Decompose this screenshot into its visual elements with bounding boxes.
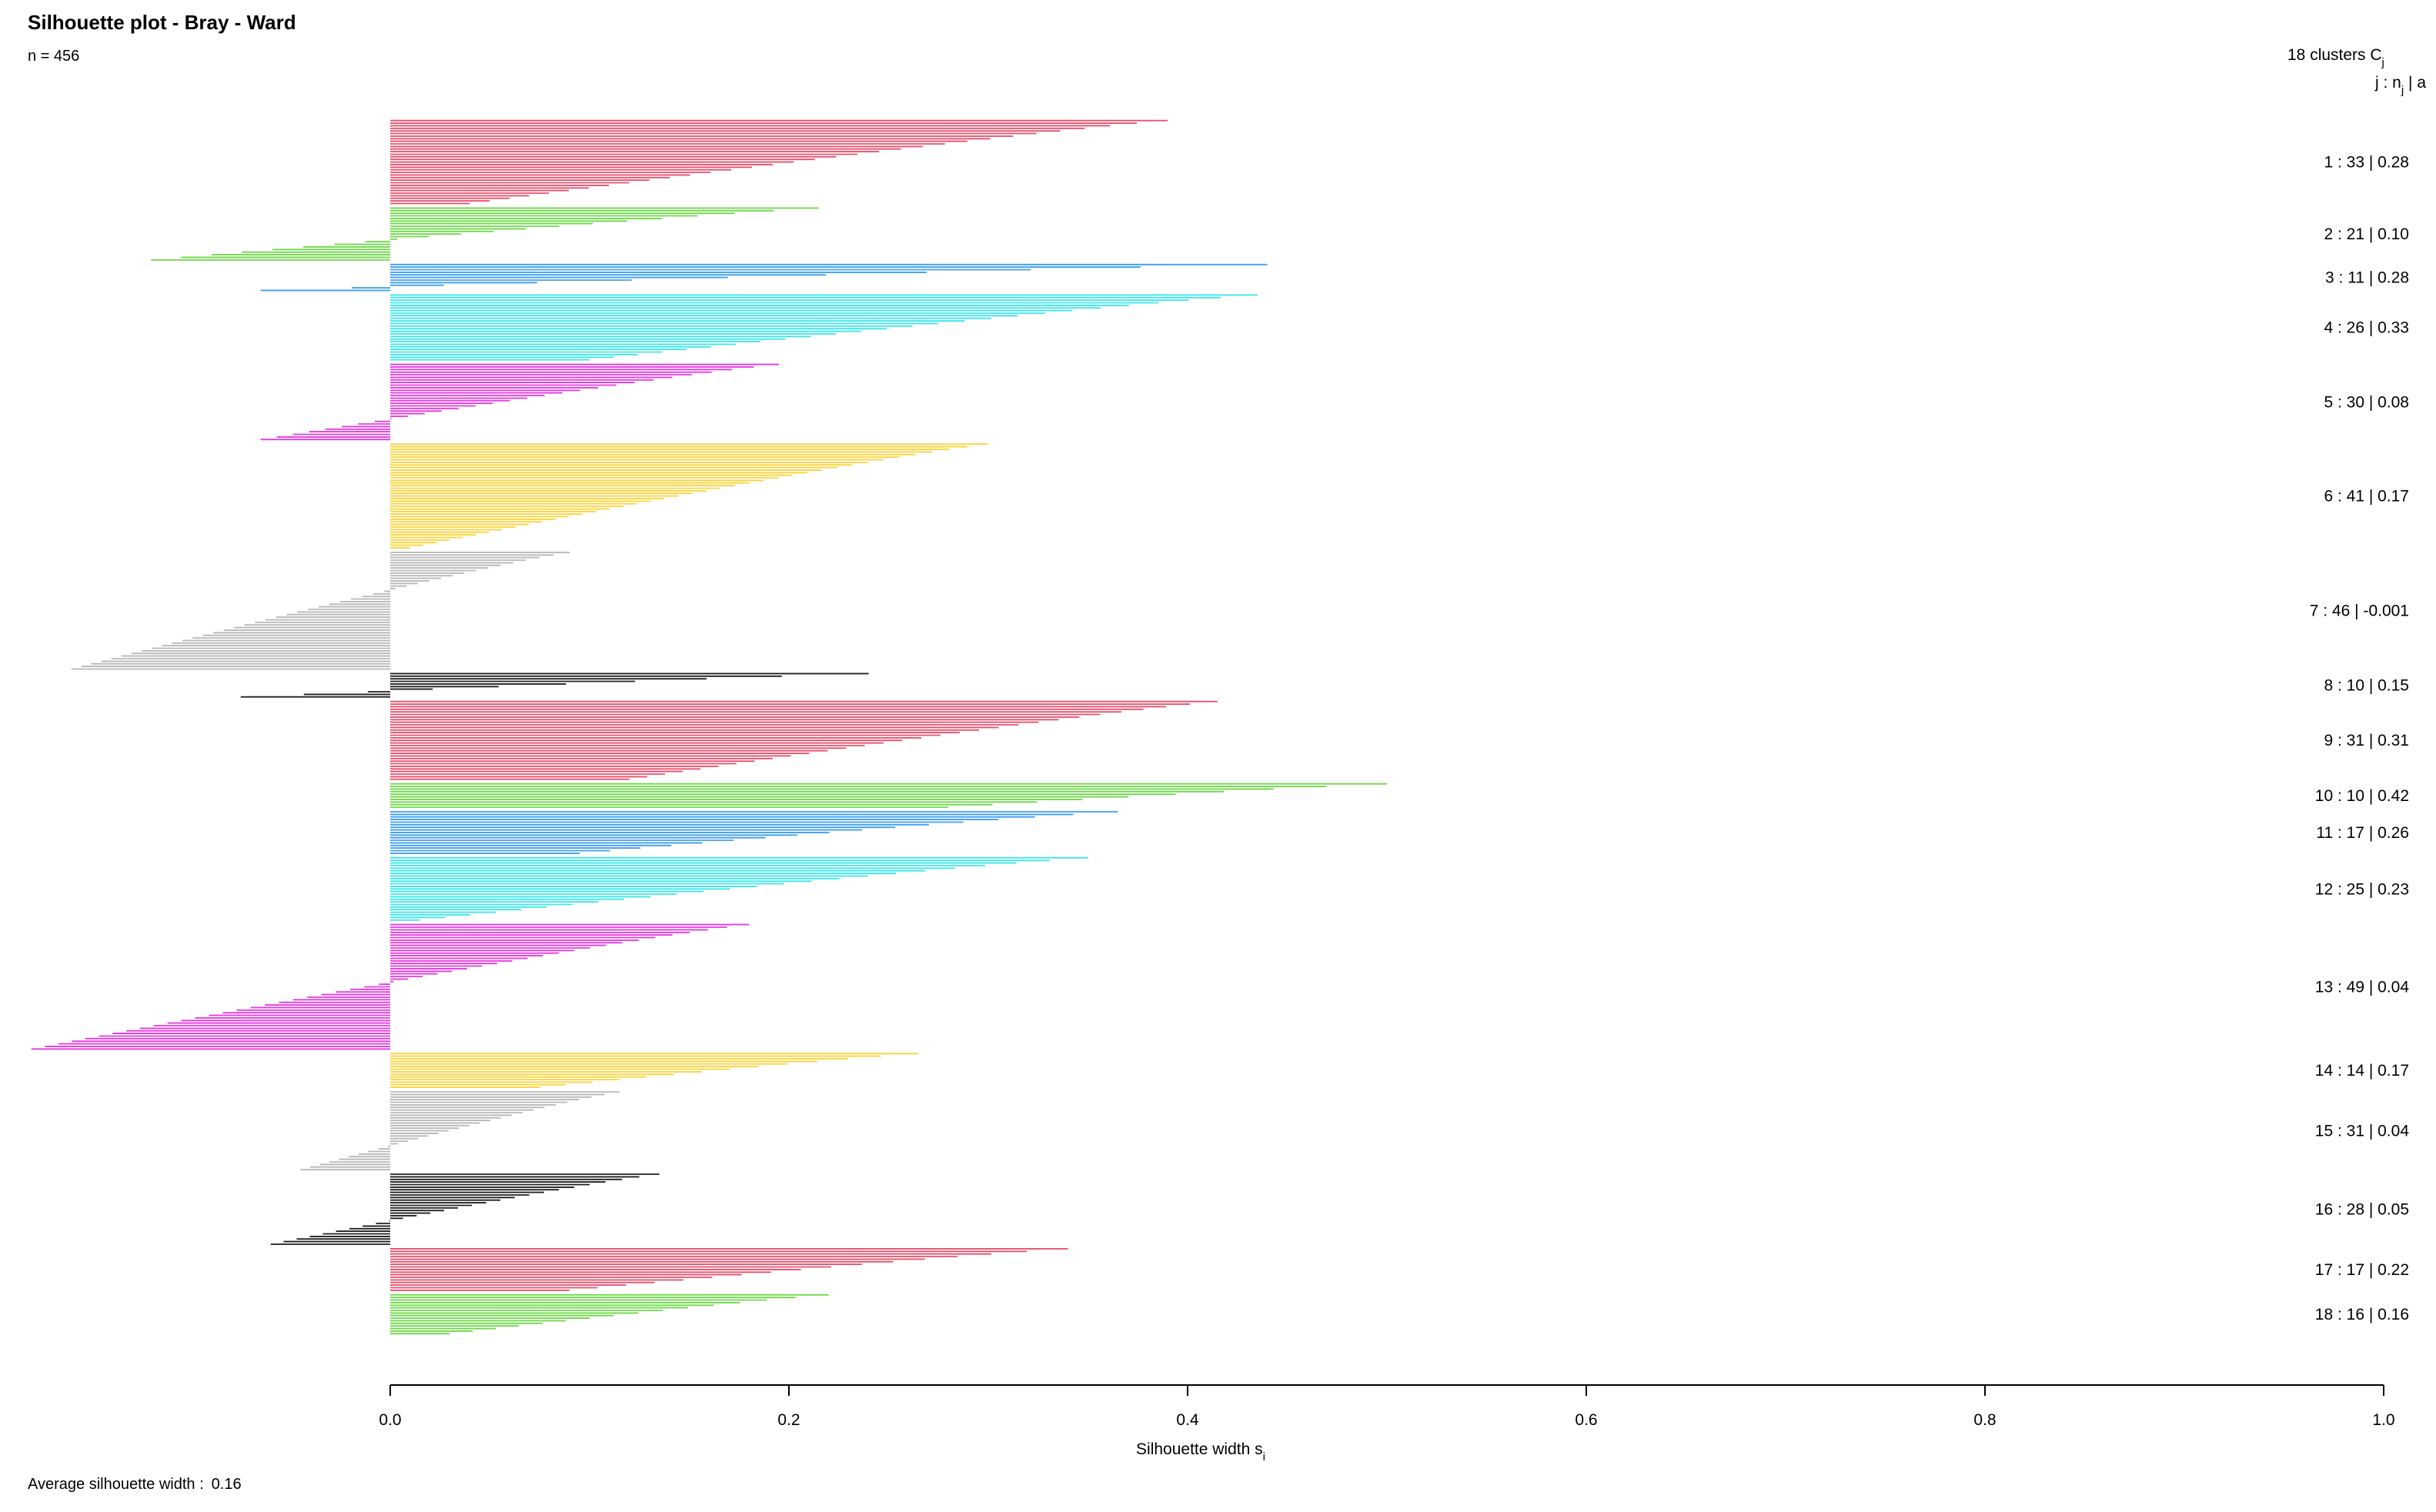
cluster-label-11: 11 : 17 | 0.26 — [2316, 824, 2409, 842]
cluster-label-9: 9 : 31 | 0.31 — [2324, 732, 2409, 749]
cluster-7 — [71, 551, 570, 670]
cluster-10 — [390, 783, 1387, 808]
legend-header-columns: j : nj | a — [2374, 74, 2426, 97]
cluster-label-2: 2 : 21 | 0.10 — [2324, 225, 2409, 243]
cluster-13 — [31, 923, 750, 1050]
cluster-label-16: 16 : 28 | 0.05 — [2315, 1201, 2409, 1219]
cluster-legend: 18 clusters Cj j : nj | a 1 : 33 | 0.28 2… — [2287, 46, 2426, 1323]
cluster-2 — [151, 207, 819, 261]
cluster-17 — [390, 1247, 1068, 1291]
cluster-6 — [390, 443, 988, 549]
cluster-label-1: 1 : 33 | 0.28 — [2324, 154, 2409, 172]
cluster-label-12: 12 : 25 | 0.23 — [2315, 880, 2409, 898]
cluster-16 — [270, 1173, 660, 1245]
cluster-label-18: 18 : 16 | 0.16 — [2315, 1306, 2409, 1323]
cluster-label-6: 6 : 41 | 0.17 — [2324, 488, 2409, 506]
cluster-label-7: 7 : 46 | -0.001 — [2310, 602, 2409, 620]
x-tick-label: 1.0 — [2372, 1411, 2394, 1429]
x-tick-label: 0.0 — [379, 1411, 401, 1429]
x-axis-label: Silhouette width si — [1136, 1440, 1265, 1464]
chart-title: Silhouette plot - Bray - Ward — [28, 11, 296, 34]
cluster-label-14: 14 : 14 | 0.17 — [2315, 1062, 2409, 1080]
cluster-14 — [390, 1053, 919, 1089]
average-label: Average silhouette width : — [28, 1476, 204, 1493]
cluster-4 — [390, 294, 1258, 361]
average-silhouette-width: Average silhouette width : 0.16 — [28, 1476, 249, 1494]
legend-header-clusters: 18 clusters Cj — [2287, 46, 2384, 69]
cluster-label-10: 10 : 10 | 0.42 — [2315, 787, 2409, 805]
cluster-label-3: 3 : 11 | 0.28 — [2325, 269, 2409, 287]
x-tick-label: 0.6 — [1575, 1411, 1597, 1429]
cluster-11 — [390, 811, 1118, 854]
cluster-8 — [240, 673, 869, 698]
cluster-3 — [260, 263, 1268, 292]
sample-size-label: n = 456 — [28, 48, 80, 65]
cluster-12 — [390, 856, 1088, 921]
x-tick-label: 0.2 — [777, 1411, 800, 1429]
average-value: 0.16 — [211, 1476, 242, 1493]
cluster-label-8: 8 : 10 | 0.15 — [2324, 677, 2409, 695]
cluster-5 — [260, 363, 779, 441]
cluster-label-17: 17 : 17 | 0.22 — [2315, 1261, 2409, 1279]
cluster-label-4: 4 : 26 | 0.33 — [2324, 319, 2409, 337]
cluster-18 — [390, 1293, 829, 1335]
cluster-1 — [390, 119, 1168, 205]
cluster-label-15: 15 : 31 | 0.04 — [2315, 1123, 2410, 1140]
cluster-15 — [300, 1091, 620, 1171]
x-axis: 0.0 0.2 0.4 0.6 0.8 1.0 — [379, 1384, 2395, 1429]
cluster-9 — [390, 700, 1218, 780]
x-tick-label: 0.8 — [1973, 1411, 1996, 1429]
cluster-label-13: 13 : 49 | 0.04 — [2315, 979, 2410, 996]
silhouette-bars — [31, 119, 1387, 1335]
cluster-label-5: 5 : 30 | 0.08 — [2324, 393, 2409, 411]
x-tick-label: 0.4 — [1176, 1411, 1199, 1429]
